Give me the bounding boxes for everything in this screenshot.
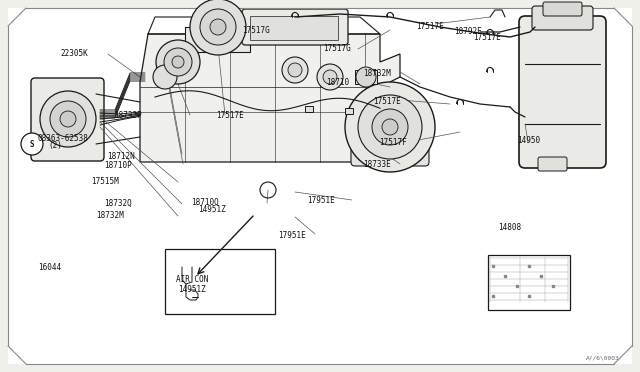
Circle shape [190,0,246,55]
Text: 22305K: 22305K [61,49,88,58]
Circle shape [153,65,177,89]
Circle shape [372,109,408,145]
FancyBboxPatch shape [242,9,348,45]
Circle shape [21,133,43,155]
Bar [345,108,353,114]
Bar [165,249,275,314]
FancyBboxPatch shape [31,78,104,161]
Text: 14950: 14950 [517,136,540,145]
Text: 17517E: 17517E [474,33,501,42]
Polygon shape [140,34,400,162]
Text: 18732M: 18732M [364,69,391,78]
Text: 16044: 16044 [38,263,61,272]
Text: 14808: 14808 [498,223,521,232]
Text: 17951E: 17951E [307,196,335,205]
Circle shape [382,119,398,135]
Text: S: S [29,140,35,148]
FancyBboxPatch shape [532,6,593,30]
Circle shape [345,82,435,172]
Text: 17517E: 17517E [373,97,401,106]
Circle shape [323,70,337,84]
Bar [250,16,338,40]
Text: 14951Z: 14951Z [178,285,205,294]
Circle shape [282,57,308,83]
Text: 17517E: 17517E [216,111,244,120]
Circle shape [200,9,236,45]
Text: 18712N: 18712N [108,153,135,161]
Bar [185,27,250,52]
Text: 18732P: 18732P [114,111,141,120]
Text: AIR CON: AIR CON [176,275,209,284]
Text: 17517G: 17517G [323,44,351,53]
FancyBboxPatch shape [538,157,567,171]
Circle shape [164,48,192,76]
Circle shape [288,63,302,77]
Text: 18710: 18710 [326,78,349,87]
Circle shape [40,91,96,147]
FancyBboxPatch shape [543,2,582,16]
FancyBboxPatch shape [519,16,606,168]
Text: 17517E: 17517E [416,22,444,31]
Text: 08363-62538: 08363-62538 [37,134,88,143]
Circle shape [356,67,376,87]
Text: 14951Z: 14951Z [198,205,226,214]
Text: 18792E: 18792E [454,27,482,36]
FancyBboxPatch shape [351,118,429,166]
Circle shape [60,111,76,127]
Circle shape [172,56,184,68]
Text: (2): (2) [48,141,62,150]
Circle shape [358,95,422,159]
Text: 17515M: 17515M [92,177,119,186]
Circle shape [210,19,226,35]
Text: A//6\0003: A//6\0003 [586,355,620,360]
Text: 18710P: 18710P [104,161,132,170]
Text: 17951E: 17951E [278,231,306,240]
Bar [355,70,377,84]
Bar [488,255,570,310]
Text: 17517F: 17517F [379,138,406,147]
Text: 17517G: 17517G [242,26,269,35]
Text: 18732Q: 18732Q [104,199,132,208]
Circle shape [156,40,200,84]
Text: 18733E: 18733E [364,160,391,169]
Circle shape [50,101,86,137]
Bar [305,106,313,112]
Text: 18732M: 18732M [96,211,124,220]
Text: 18710Q: 18710Q [191,198,218,207]
Circle shape [317,64,343,90]
